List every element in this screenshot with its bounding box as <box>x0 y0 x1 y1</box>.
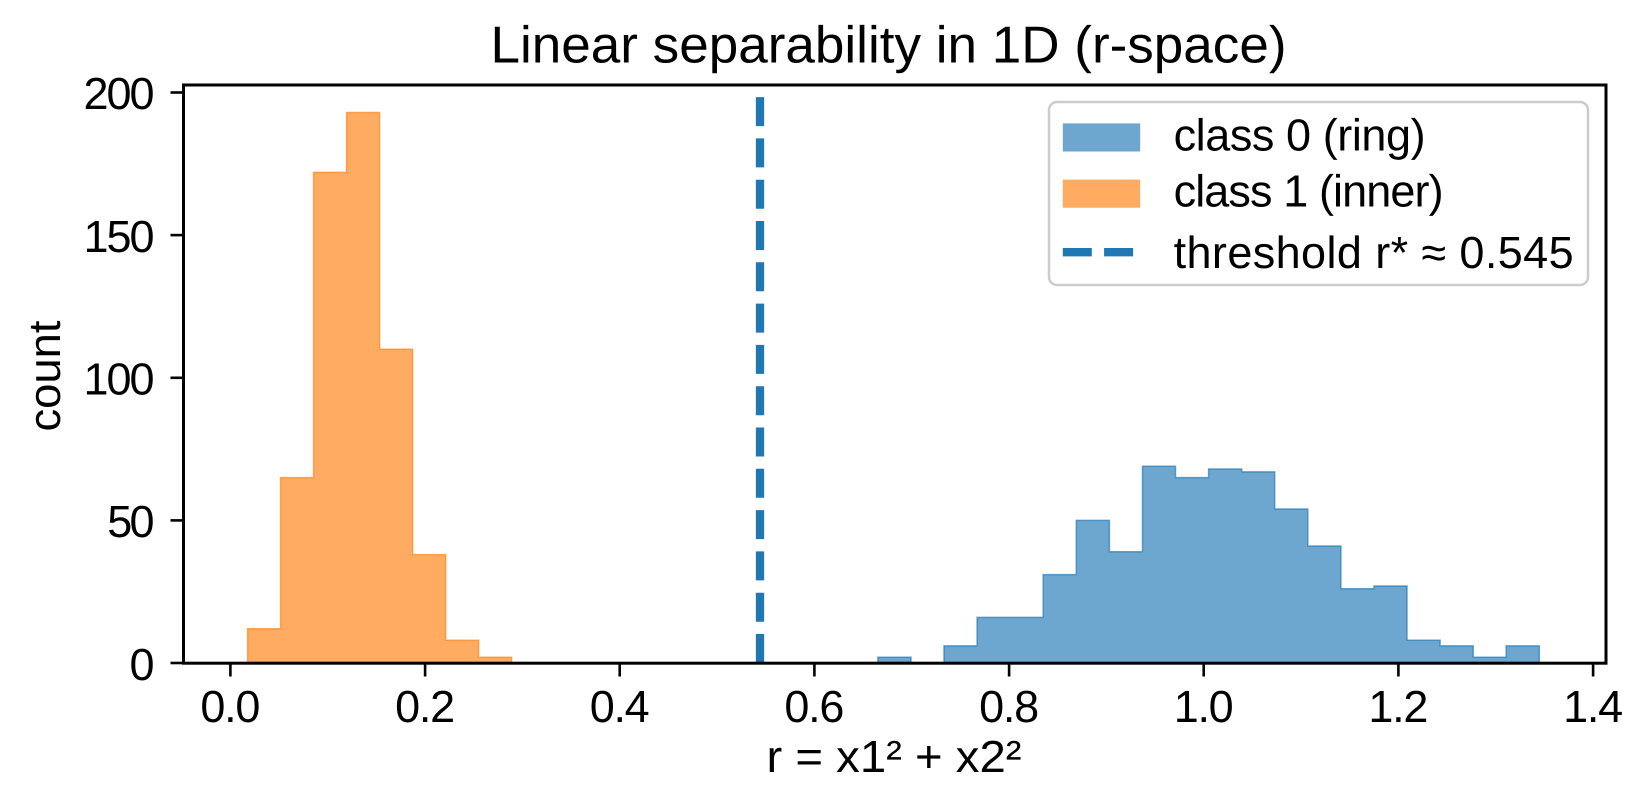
svg-text:threshold r* ≈ 0.545: threshold r* ≈ 0.545 <box>1174 227 1574 278</box>
svg-text:r = x1² + x2²: r = x1² + x2² <box>767 731 1022 782</box>
svg-text:Linear separability in 1D (r-s: Linear separability in 1D (r-space) <box>491 17 1287 75</box>
svg-text:0.4: 0.4 <box>590 681 650 732</box>
svg-text:count: count <box>19 320 70 431</box>
svg-text:class 1 (inner): class 1 (inner) <box>1174 166 1444 217</box>
svg-text:1.0: 1.0 <box>1174 681 1234 732</box>
svg-text:200: 200 <box>84 68 155 119</box>
svg-text:1.2: 1.2 <box>1368 681 1428 732</box>
svg-text:100: 100 <box>84 353 155 404</box>
svg-text:50: 50 <box>107 496 154 547</box>
svg-text:0: 0 <box>129 639 154 690</box>
svg-text:0.6: 0.6 <box>784 681 844 732</box>
svg-text:0.8: 0.8 <box>979 681 1039 732</box>
svg-text:class 0 (ring): class 0 (ring) <box>1174 110 1426 161</box>
svg-text:150: 150 <box>84 211 155 262</box>
svg-text:0.0: 0.0 <box>200 681 260 732</box>
svg-text:0.2: 0.2 <box>395 681 455 732</box>
svg-text:1.4: 1.4 <box>1563 681 1623 732</box>
